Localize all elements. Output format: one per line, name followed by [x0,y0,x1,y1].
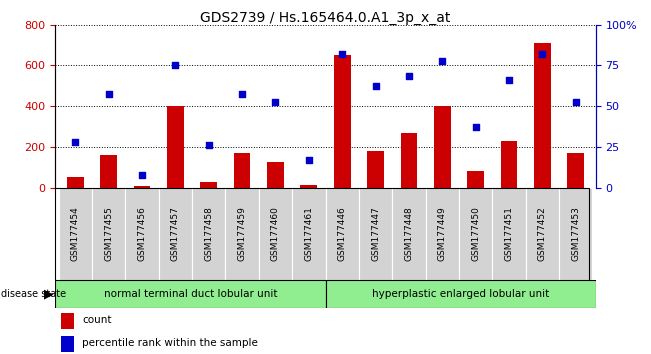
Bar [434,106,450,188]
Text: GSM177461: GSM177461 [304,206,313,261]
Text: GSM177449: GSM177449 [437,206,447,261]
Text: GSM177446: GSM177446 [338,206,347,261]
Bar [225,188,259,280]
Bar [167,106,184,188]
Point [504,77,514,82]
Text: GSM177460: GSM177460 [271,206,280,261]
Point [137,172,147,178]
Point [204,142,214,148]
Point [303,157,314,163]
Text: GSM177459: GSM177459 [238,206,247,261]
Point [270,99,281,105]
Bar [334,55,350,188]
Text: GDS2739 / Hs.165464.0.A1_3p_x_at: GDS2739 / Hs.165464.0.A1_3p_x_at [201,11,450,25]
Point [537,51,547,57]
Point [437,58,447,64]
Point [404,73,414,79]
Bar [92,188,126,280]
Text: normal terminal duct lobular unit: normal terminal duct lobular unit [104,289,277,299]
Point [370,83,381,88]
Bar [292,188,326,280]
Text: percentile rank within the sample: percentile rank within the sample [82,338,258,348]
Text: count: count [82,315,112,325]
Text: hyperplastic enlarged lobular unit: hyperplastic enlarged lobular unit [372,289,549,299]
Bar [234,153,251,188]
Text: ▶: ▶ [44,287,54,300]
Bar [126,188,159,280]
Bar [192,188,225,280]
Point [570,99,581,105]
Point [337,51,348,57]
Bar [559,188,592,280]
Bar [525,188,559,280]
Bar [567,153,584,188]
Bar [159,188,192,280]
Point [104,91,114,97]
Text: GSM177457: GSM177457 [171,206,180,261]
Text: GSM177448: GSM177448 [404,206,413,261]
Point [471,124,481,129]
Bar [59,188,92,280]
Text: disease state: disease state [1,289,66,299]
Bar [55,280,325,308]
Text: GSM177453: GSM177453 [571,206,580,261]
Text: GSM177454: GSM177454 [71,206,80,261]
Bar [301,184,317,188]
Bar [459,188,492,280]
Text: GSM177452: GSM177452 [538,206,547,261]
Text: GSM177447: GSM177447 [371,206,380,261]
Text: GSM177455: GSM177455 [104,206,113,261]
Bar [492,188,525,280]
Bar [326,188,359,280]
Bar [467,171,484,188]
Bar [61,313,74,329]
Point [237,91,247,97]
Point [70,139,81,145]
Bar [259,188,292,280]
Text: GSM177451: GSM177451 [505,206,514,261]
Bar [359,188,392,280]
Text: GSM177458: GSM177458 [204,206,214,261]
Bar [400,133,417,188]
Bar [392,188,426,280]
Bar [201,182,217,188]
Bar [501,141,518,188]
Bar [534,43,551,188]
Bar [67,177,84,188]
Bar [367,151,384,188]
Bar [61,336,74,352]
Bar [267,162,284,188]
Text: GSM177450: GSM177450 [471,206,480,261]
Bar [426,188,459,280]
Text: GSM177456: GSM177456 [137,206,146,261]
Bar [326,280,596,308]
Bar [133,185,150,188]
Point [170,63,180,68]
Bar [100,155,117,188]
